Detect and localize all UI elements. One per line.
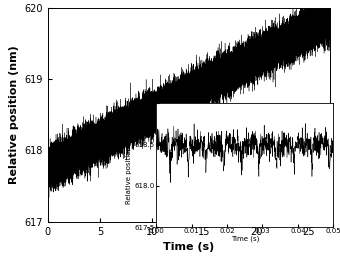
Y-axis label: Relative position (nm): Relative position (nm) [9, 45, 19, 184]
X-axis label: Time (s): Time (s) [231, 236, 259, 242]
X-axis label: Time (s): Time (s) [163, 242, 214, 252]
Y-axis label: Relative position (nm): Relative position (nm) [125, 127, 132, 204]
